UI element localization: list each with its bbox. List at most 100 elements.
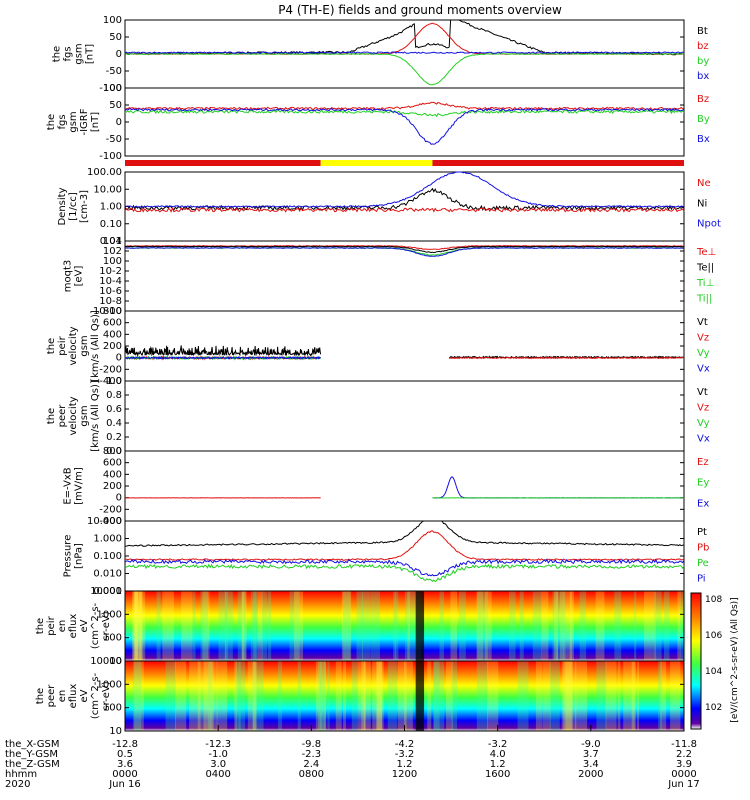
panel-1: 100 50 0 -50 -100 the fgs gsm [nT] Bt bz by bx	[52, 15, 710, 94]
spectrogram-gap	[415, 591, 425, 661]
series-Ex	[432, 476, 684, 499]
spectrogram-band	[317, 661, 322, 731]
y-tick-label: 0.100	[93, 551, 122, 562]
spectrogram-band	[614, 591, 622, 661]
spectrogram-band	[451, 661, 458, 731]
spectrogram-band	[234, 661, 238, 731]
y-tick-label: 1.00	[100, 202, 122, 213]
y-tick-label: -100	[99, 151, 122, 162]
y-axis-label: velocity	[68, 326, 79, 365]
y-tick-label: 400	[103, 329, 122, 340]
spectrogram-band	[595, 591, 605, 661]
spectrogram-band	[596, 661, 607, 731]
series-Vx	[124, 355, 321, 360]
legend-entry: Ti||	[696, 294, 712, 305]
spectrogram-band	[556, 591, 566, 661]
spectrogram-band	[134, 661, 144, 731]
spectrogram-band	[267, 591, 272, 661]
x-tick-label: -2.3	[302, 749, 322, 760]
spectrogram-band	[362, 661, 366, 731]
spectrogram-band	[636, 661, 640, 731]
spectrogram-band	[252, 661, 264, 731]
y-tick-label: 0.6	[106, 404, 122, 415]
series-Bz	[124, 101, 685, 111]
spectrogram-gap	[415, 661, 425, 731]
legend-entry: Vx	[697, 364, 710, 375]
spectrogram-band	[218, 591, 226, 661]
spectrogram-band	[357, 661, 363, 731]
legend-entry: Vy	[697, 418, 710, 429]
spectrogram-band	[376, 661, 383, 731]
spectrogram-band	[477, 591, 488, 661]
spectrogram-band	[517, 661, 529, 731]
status-segment	[125, 160, 321, 166]
spectrogram-band	[563, 591, 574, 661]
y-tick-label: 10.00	[93, 184, 122, 195]
panel-10: 10000 1000 100 10 the peer en eflux eV (cm^2-s-sr…	[35, 656, 685, 737]
x-row-label: the_Y-GSM	[5, 749, 58, 760]
spectrogram-band	[658, 661, 662, 731]
spectrogram-band	[605, 661, 617, 731]
y-axis-label: velocity	[68, 396, 79, 435]
y-axis-label: sr-eV)	[101, 611, 112, 640]
legend-entry: Ez	[697, 457, 709, 468]
legend-entry: Ey	[697, 478, 709, 489]
series-Ne	[124, 207, 685, 213]
legend-entry: Pb	[697, 543, 709, 554]
y-axis-label: eV	[79, 689, 90, 702]
y-tick-label: 0	[116, 49, 122, 60]
status-bar	[125, 160, 684, 166]
y-axis-label: Pressure	[63, 535, 74, 578]
y-axis-label: [nPa]	[74, 543, 85, 569]
spectrogram-band	[202, 591, 210, 661]
x-tick-label: 0800	[299, 769, 324, 780]
spectrogram-band	[565, 661, 577, 731]
spectrogram-band	[174, 661, 187, 731]
y-axis-label: sr-eV)	[101, 681, 112, 710]
x-tick-label: 2.4	[303, 759, 319, 770]
x-tick-label: Jun 17	[667, 779, 700, 790]
spectrogram-band	[403, 661, 413, 731]
y-tick-label: 100	[103, 633, 122, 644]
legend-entry: Pt	[697, 527, 707, 538]
y-tick-label: 0	[116, 353, 122, 364]
panel-frame	[124, 240, 685, 312]
spectrogram-band	[200, 591, 209, 661]
y-tick-label: 10-6	[99, 286, 122, 297]
spectrogram-band	[132, 661, 142, 731]
spectrogram-band	[450, 591, 458, 661]
spectrogram-band	[327, 661, 330, 731]
y-tick-label: 200	[103, 341, 122, 352]
spectrogram-band	[376, 661, 383, 731]
legend-entry: by	[697, 56, 709, 67]
x-row-label: 2020	[5, 779, 30, 790]
y-tick-label: 10.000	[87, 516, 122, 527]
y-axis-label: peer	[57, 404, 68, 428]
spectrogram-band	[575, 661, 588, 731]
y-tick-label: 10-10	[93, 306, 122, 317]
y-axis-label: en	[57, 620, 68, 633]
spectrogram-band	[476, 661, 488, 731]
spectrogram-band	[623, 661, 635, 731]
x-tick-label: -9.0	[581, 739, 601, 750]
x-tick-label: 0000	[671, 769, 696, 780]
y-axis-label: the	[35, 688, 46, 704]
x-tick-label: -9.8	[302, 739, 322, 750]
legend-entry: Ti⊥	[696, 278, 714, 289]
spectrogram-band	[257, 591, 263, 661]
panel-frame	[124, 450, 685, 522]
y-tick-label: -200	[99, 364, 122, 375]
spectrogram-band	[579, 591, 587, 661]
spectrogram-band	[670, 661, 681, 731]
spectrogram-band	[181, 591, 193, 661]
spectrogram-band	[552, 591, 559, 661]
spectrogram-band	[660, 661, 667, 731]
x-tick-label: 1600	[485, 769, 510, 780]
series-Tiperp	[125, 247, 685, 256]
y-axis-label: [1/cc]	[68, 192, 79, 221]
y-axis-label: gsm	[79, 405, 90, 426]
y-tick-label: 10-4	[99, 276, 122, 287]
spectrogram-band	[225, 591, 233, 661]
